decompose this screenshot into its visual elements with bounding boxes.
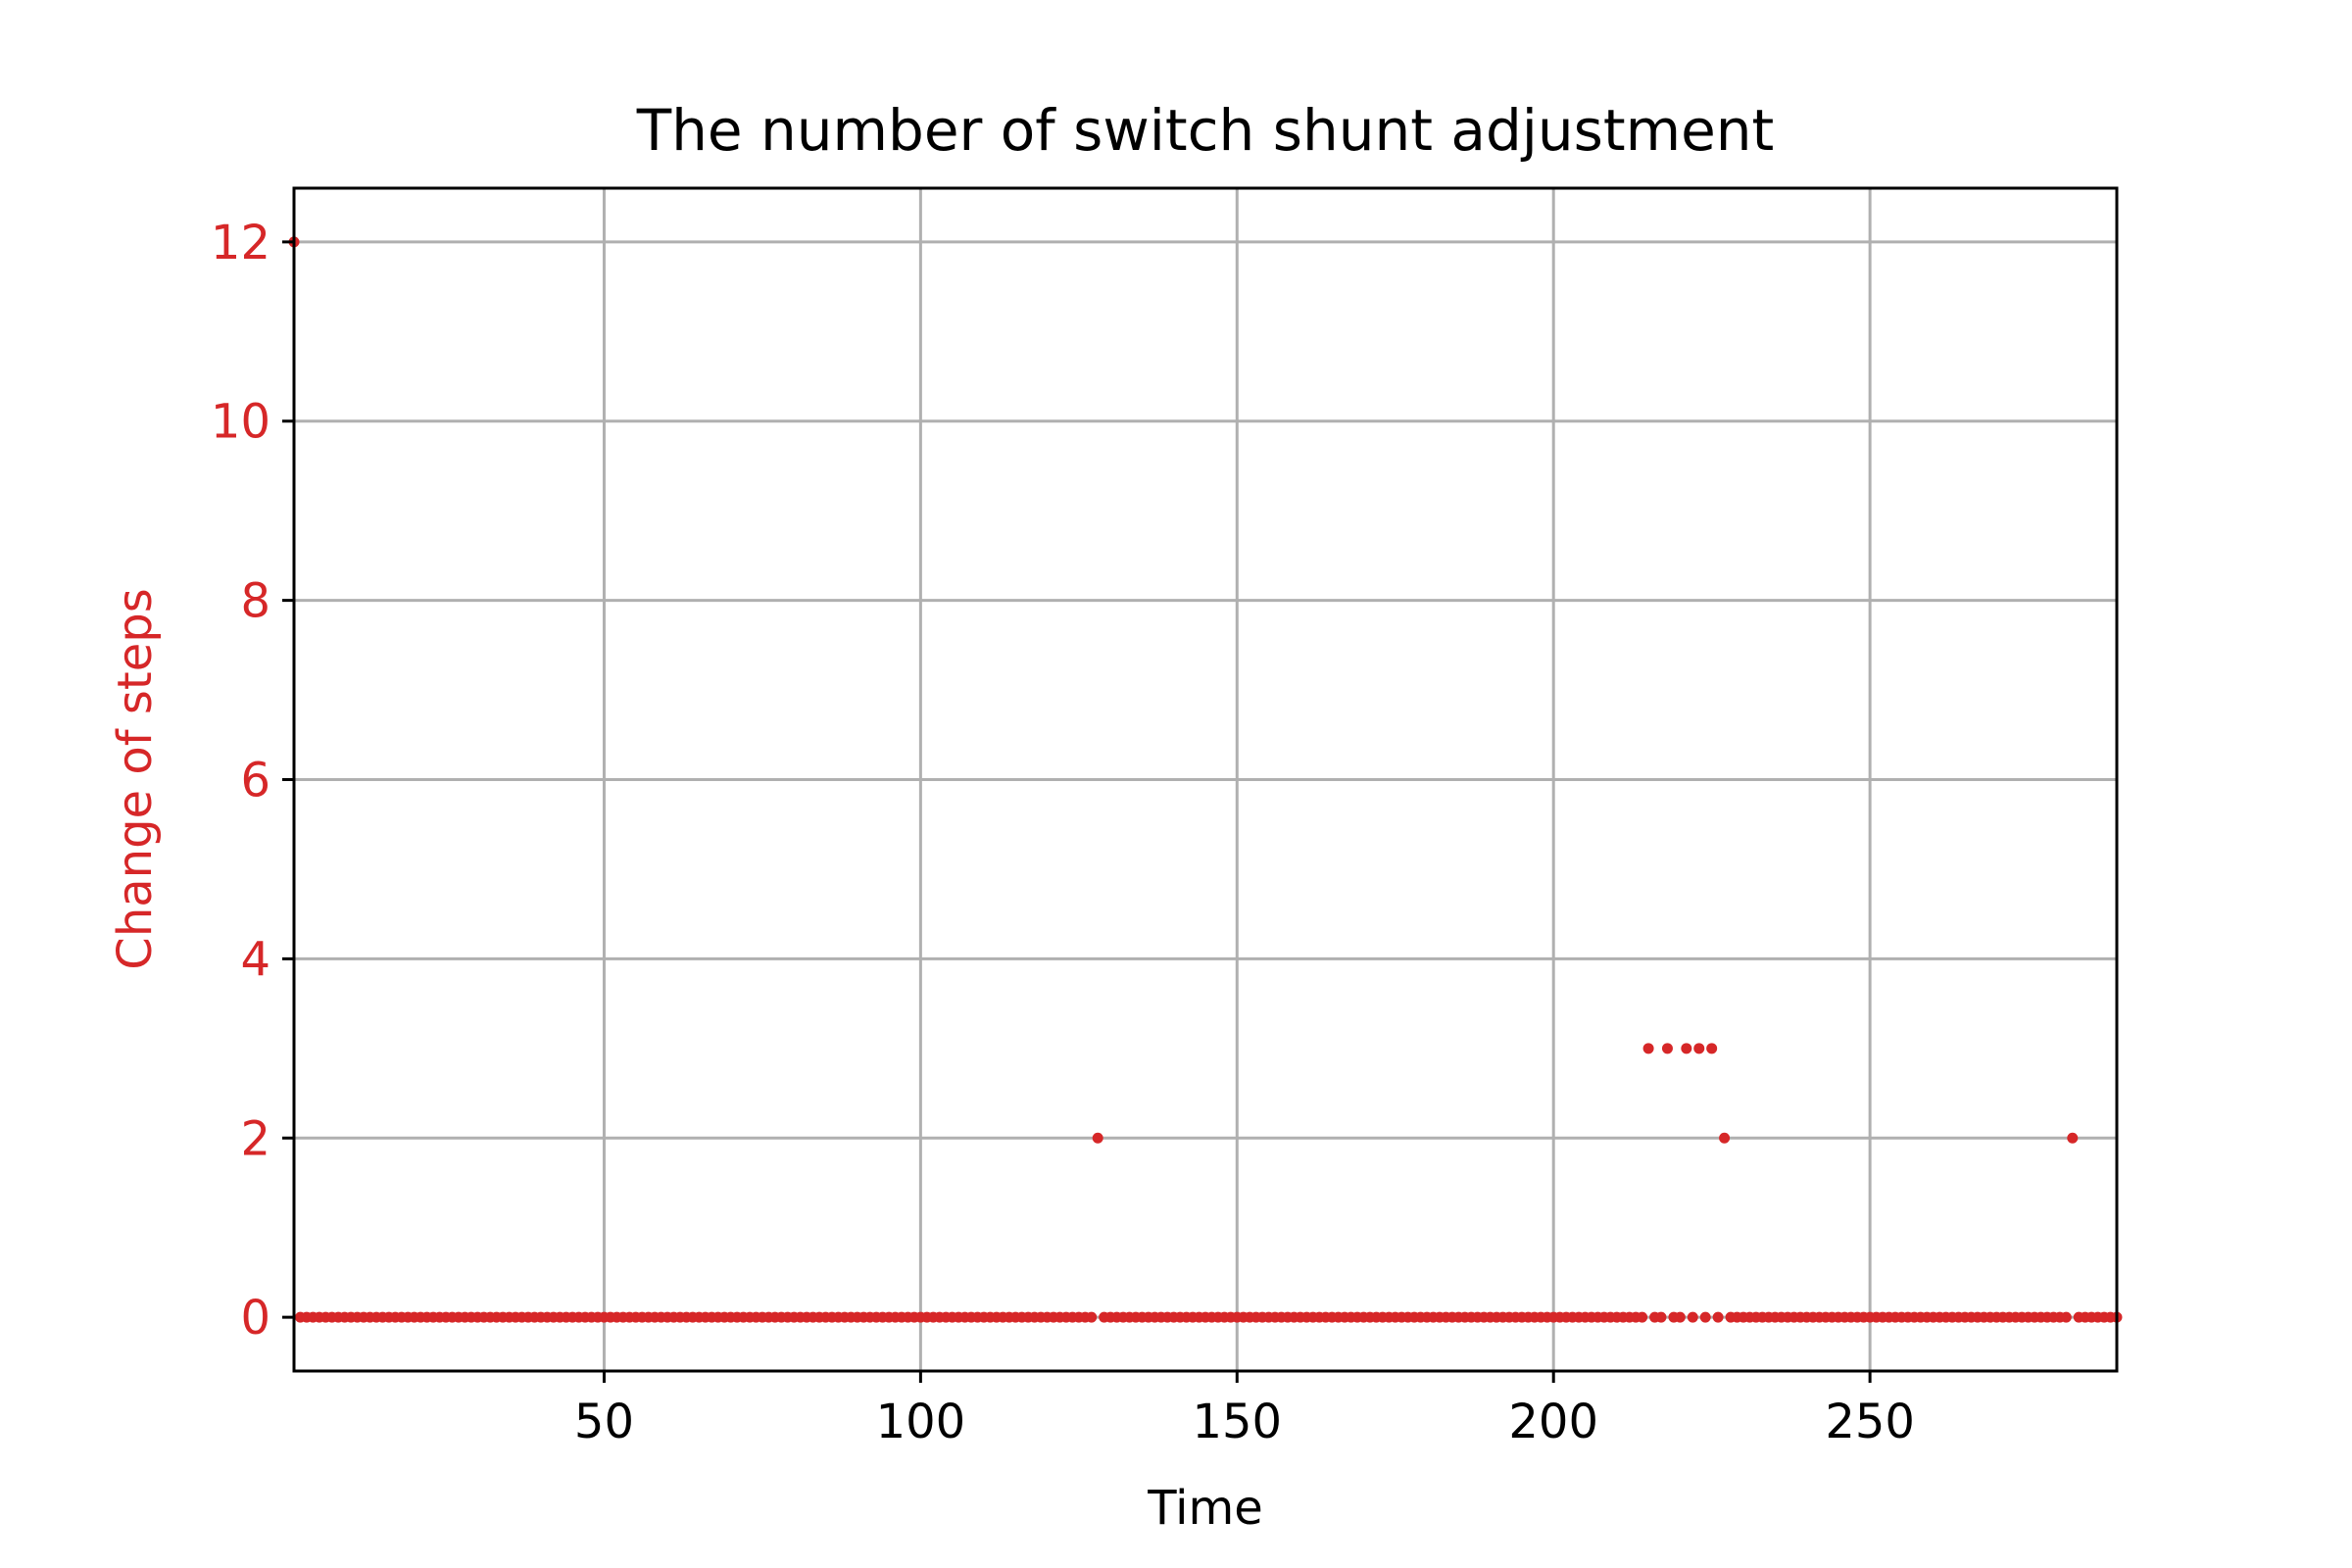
x-axis: 50 100 150 200 250 bbox=[574, 1371, 1915, 1449]
data-point bbox=[1637, 1311, 1648, 1323]
y-tick-label: 12 bbox=[211, 216, 270, 270]
data-point bbox=[1699, 1311, 1711, 1323]
y-tick-label: 4 bbox=[240, 932, 270, 987]
data-point bbox=[1681, 1043, 1692, 1054]
y-tick-label: 2 bbox=[240, 1111, 270, 1166]
y-tick-label: 8 bbox=[240, 574, 270, 629]
data-point bbox=[1642, 1043, 1654, 1054]
x-tick-label: 250 bbox=[1825, 1395, 1915, 1449]
data-point bbox=[1712, 1311, 1724, 1323]
data-point bbox=[1661, 1043, 1673, 1054]
x-tick-label: 200 bbox=[1508, 1395, 1598, 1449]
y-axis: 0 2 4 6 8 10 12 bbox=[211, 216, 294, 1346]
data-point bbox=[1086, 1311, 1098, 1323]
data-point bbox=[1674, 1311, 1686, 1323]
chart-title: The number of switch shunt adjustment bbox=[636, 97, 1775, 164]
y-axis-label: Change of steps bbox=[108, 588, 163, 969]
data-point bbox=[1719, 1132, 1731, 1144]
y-tick-label: 0 bbox=[240, 1291, 270, 1346]
data-point bbox=[2067, 1132, 2079, 1144]
data-point bbox=[1706, 1043, 1718, 1054]
y-tick-label: 10 bbox=[211, 395, 270, 450]
data-point bbox=[1687, 1311, 1698, 1323]
x-tick-label: 50 bbox=[574, 1395, 634, 1449]
data-point bbox=[1693, 1043, 1705, 1054]
data-point bbox=[1655, 1311, 1667, 1323]
x-axis-label: Time bbox=[1147, 1481, 1262, 1536]
x-tick-label: 100 bbox=[876, 1395, 966, 1449]
grid bbox=[294, 188, 2117, 1371]
y-tick-label: 6 bbox=[240, 754, 270, 808]
x-tick-label: 150 bbox=[1192, 1395, 1282, 1449]
data-points bbox=[288, 236, 2123, 1323]
data-point bbox=[1092, 1132, 1103, 1144]
data-point bbox=[2060, 1311, 2072, 1323]
